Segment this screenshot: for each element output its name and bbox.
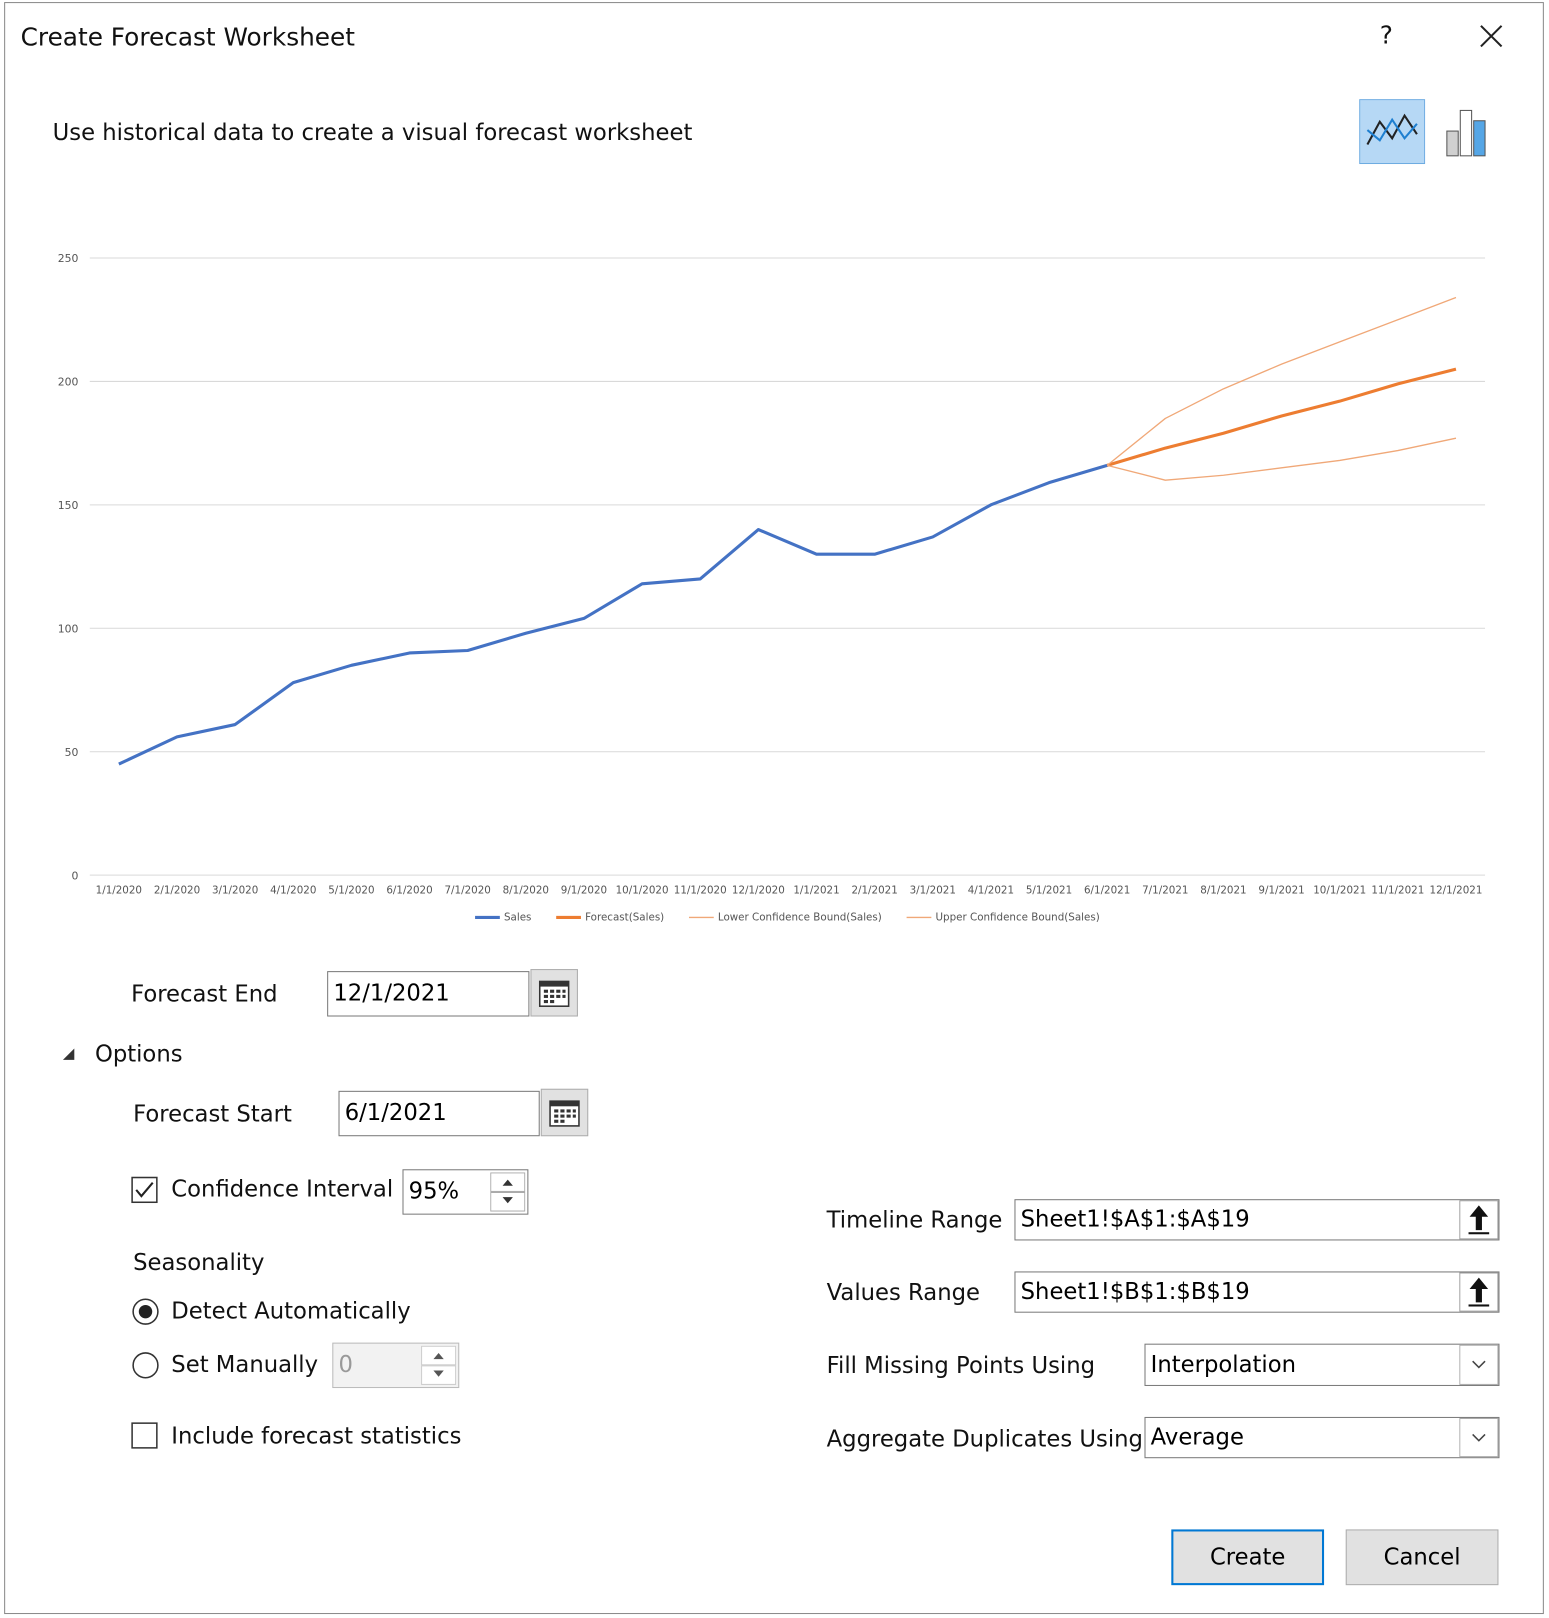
x-tick-label: 2/1/2020 — [154, 885, 200, 897]
input-value: 0 — [338, 1352, 353, 1379]
y-tick-label: 100 — [58, 622, 79, 635]
calendar-button[interactable] — [540, 1088, 589, 1137]
legend-label: Sales — [504, 912, 531, 924]
input-value: Sheet1!$A$1:$A$19 — [1020, 1206, 1250, 1233]
x-tick-label: 7/1/2021 — [1142, 885, 1188, 897]
series-line — [1106, 296, 1457, 466]
legend-label: Upper Confidence Bound(Sales) — [935, 912, 1099, 924]
label: Detect Automatically — [171, 1298, 411, 1325]
x-tick-label: 12/1/2020 — [732, 885, 785, 897]
radio-selected[interactable] — [131, 1297, 160, 1326]
subtitle: Use historical data to create a visual f… — [52, 120, 693, 147]
x-tick-label: 9/1/2020 — [561, 885, 607, 897]
dropdown-value: Interpolation — [1150, 1351, 1296, 1378]
dropdown[interactable]: Average — [1144, 1416, 1500, 1459]
collapse-button[interactable] — [1459, 1272, 1499, 1312]
label: Forecast End — [131, 981, 278, 1008]
collapse-button[interactable] — [1459, 1200, 1499, 1240]
series-line — [1106, 367, 1457, 467]
x-tick-label: 1/1/2021 — [793, 885, 839, 897]
x-tick-label: 10/1/2021 — [1313, 885, 1366, 897]
x-tick-label: 3/1/2020 — [212, 885, 258, 897]
range-input[interactable]: Sheet1!$B$1:$B$19 — [1014, 1271, 1500, 1313]
cancel-button[interactable]: Cancel — [1345, 1529, 1499, 1586]
close-button[interactable] — [1479, 24, 1504, 49]
date-input[interactable]: 12/1/2021 — [327, 971, 530, 1017]
series-line — [118, 463, 1108, 766]
x-tick-label: 2/1/2021 — [851, 885, 897, 897]
legend-label: Forecast(Sales) — [585, 912, 664, 924]
x-tick-label: 8/1/2020 — [503, 885, 549, 897]
x-tick-label: 1/1/2020 — [96, 885, 142, 897]
spin-buttons[interactable] — [490, 1172, 526, 1212]
help-button[interactable]: ? — [1379, 20, 1393, 50]
label: Values Range — [826, 1280, 980, 1306]
label: Confidence Interval — [171, 1176, 394, 1203]
x-tick-label: 12/1/2021 — [1430, 885, 1483, 897]
x-tick-label: 6/1/2020 — [386, 885, 432, 897]
column-chart-toggle[interactable] — [1442, 106, 1492, 160]
x-tick-label: 6/1/2021 — [1084, 885, 1130, 897]
date-input[interactable]: 6/1/2021 — [338, 1090, 540, 1137]
spin-buttons — [421, 1345, 457, 1385]
input-value: Sheet1!$B$1:$B$19 — [1020, 1279, 1250, 1305]
dropdown-arrow[interactable] — [1459, 1417, 1499, 1458]
label: Include forecast statistics — [171, 1423, 462, 1450]
options-toggle[interactable]: Options — [94, 1041, 183, 1068]
input-value: 12/1/2021 — [333, 980, 450, 1007]
line-chart-toggle[interactable] — [1359, 99, 1426, 165]
input-value: 95% — [408, 1179, 460, 1205]
spin-input[interactable]: 95% — [402, 1169, 529, 1215]
y-tick-label: 150 — [58, 499, 79, 512]
y-tick-label: 50 — [65, 746, 79, 759]
collapse-triangle[interactable] — [62, 1047, 76, 1061]
dropdown-arrow[interactable] — [1459, 1344, 1499, 1385]
group-label: Seasonality — [133, 1250, 265, 1277]
x-tick-label: 4/1/2021 — [968, 885, 1014, 897]
label: Set Manually — [171, 1352, 319, 1379]
series-line — [1106, 437, 1457, 481]
x-tick-label: 11/1/2020 — [674, 885, 727, 897]
dropdown[interactable]: Interpolation — [1144, 1343, 1500, 1386]
legend-label: Lower Confidence Bound(Sales) — [718, 912, 882, 924]
x-tick-label: 5/1/2021 — [1026, 885, 1072, 897]
create-button[interactable]: Create — [1171, 1529, 1325, 1586]
label: Timeline Range — [826, 1207, 1003, 1234]
dialog: Create Forecast Worksheet ? Use historic… — [4, 2, 1544, 1615]
y-tick-label: 250 — [58, 252, 79, 265]
x-tick-label: 3/1/2021 — [910, 885, 956, 897]
calendar-icon — [549, 1100, 580, 1127]
y-tick-label: 200 — [58, 376, 79, 389]
x-tick-label: 8/1/2021 — [1200, 885, 1246, 897]
x-tick-label: 10/1/2020 — [616, 885, 669, 897]
calendar-icon — [538, 980, 570, 1007]
radio[interactable] — [131, 1351, 160, 1380]
y-tick-label: 0 — [72, 869, 79, 882]
input-value: 6/1/2021 — [344, 1100, 447, 1127]
label: Aggregate Duplicates Using — [826, 1426, 1143, 1453]
x-tick-label: 5/1/2020 — [328, 885, 374, 897]
dropdown-value: Average — [1150, 1424, 1244, 1451]
checkbox[interactable] — [131, 1422, 158, 1449]
label: Fill Missing Points Using — [826, 1353, 1096, 1380]
x-tick-label: 7/1/2020 — [445, 885, 491, 897]
spin-input-disabled: 0 — [332, 1342, 460, 1389]
x-tick-label: 11/1/2021 — [1371, 885, 1424, 897]
dialog-title: Create Forecast Worksheet — [20, 22, 356, 52]
calendar-button[interactable] — [530, 969, 578, 1017]
chart: 0 50 100 150 200 250 1/1/2020 2/1/2020 3/1/2020 4… — [58, 252, 1486, 924]
x-tick-label: 9/1/2021 — [1258, 885, 1304, 897]
checkbox[interactable] — [131, 1176, 158, 1204]
range-input[interactable]: Sheet1!$A$1:$A$19 — [1014, 1199, 1500, 1241]
x-tick-label: 4/1/2020 — [270, 885, 316, 897]
label: Forecast Start — [133, 1101, 292, 1128]
